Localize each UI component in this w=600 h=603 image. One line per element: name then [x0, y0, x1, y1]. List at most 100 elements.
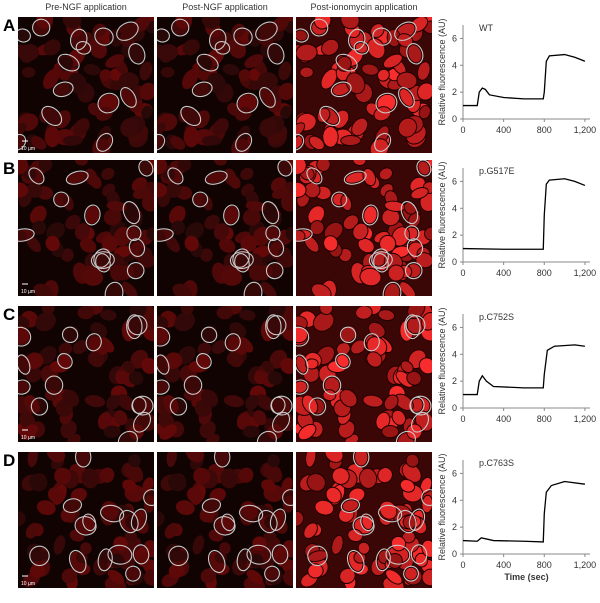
chart-title: p.C763S	[479, 458, 514, 468]
cell	[280, 192, 293, 212]
cell	[238, 69, 251, 82]
cell-outline	[282, 489, 293, 507]
cell	[357, 237, 375, 254]
cell	[383, 282, 401, 296]
cell	[296, 181, 307, 199]
cell	[276, 411, 293, 432]
cell	[122, 479, 137, 493]
cell-outline	[74, 516, 97, 536]
cell-outline	[416, 160, 432, 177]
cell	[271, 398, 285, 413]
cell	[46, 377, 62, 394]
cell	[124, 531, 138, 543]
cell-outline	[322, 375, 342, 395]
cell	[304, 358, 319, 370]
cell-outline	[157, 354, 170, 375]
chart-title: WT	[479, 23, 493, 33]
cell-outline	[57, 353, 73, 369]
cell-outline	[82, 513, 97, 532]
cell-outline	[371, 248, 389, 268]
cell	[299, 66, 314, 79]
cell	[129, 44, 144, 63]
cell-outline	[62, 498, 83, 514]
cell-outline	[404, 225, 420, 242]
cell-outline	[223, 204, 240, 226]
cell	[244, 54, 264, 69]
cell	[132, 187, 151, 199]
chart-title: p.G517E	[479, 166, 515, 176]
cell	[157, 355, 168, 374]
cell	[157, 316, 169, 331]
cell	[18, 29, 30, 41]
x-tick-label: 1,200	[574, 268, 597, 278]
panel-label: A	[3, 16, 15, 35]
cell	[183, 126, 200, 148]
cell	[366, 351, 383, 368]
cell	[103, 425, 121, 438]
chart-title: p.C752S	[479, 312, 514, 322]
cell-outline	[236, 92, 259, 114]
cell	[18, 511, 26, 527]
cell-outline	[32, 18, 51, 37]
cell-outline	[272, 411, 291, 433]
cell	[146, 226, 154, 241]
y-tick-label: 4	[452, 203, 457, 213]
cell	[74, 223, 90, 240]
micrograph: 10 µm	[18, 17, 154, 153]
cell	[47, 487, 64, 504]
cell	[406, 370, 422, 386]
cell	[83, 63, 101, 76]
cell-outline	[130, 508, 148, 531]
cell-outline	[405, 315, 426, 336]
cell	[278, 161, 291, 176]
cell	[223, 395, 245, 408]
cell	[168, 563, 185, 579]
cell	[26, 182, 42, 198]
cell-outline	[375, 92, 398, 114]
cell	[201, 325, 218, 343]
cell-outline	[360, 513, 375, 532]
cell	[89, 38, 107, 59]
cell	[351, 117, 369, 137]
cell	[278, 61, 292, 81]
cell-outline	[214, 41, 231, 55]
cell	[92, 23, 107, 38]
cell	[184, 235, 199, 252]
cell	[240, 167, 254, 180]
cell-outline	[235, 132, 253, 152]
cell-outline	[157, 28, 170, 43]
cell-outline	[18, 326, 32, 347]
cell-outline	[411, 411, 430, 433]
cell-outline	[94, 27, 114, 46]
micrograph	[296, 452, 432, 588]
cell	[185, 377, 201, 394]
x-tick-label: 0	[460, 125, 465, 135]
y-tick-label: 4	[452, 349, 457, 359]
cell	[271, 187, 290, 199]
cell-outline	[398, 87, 415, 108]
cell	[61, 568, 78, 584]
cell	[120, 118, 139, 138]
cell	[180, 306, 194, 315]
cell	[128, 454, 141, 468]
cell-outline	[310, 18, 329, 37]
cell-outline	[239, 504, 264, 523]
cell	[212, 118, 229, 136]
cell	[114, 410, 128, 426]
cell	[141, 105, 153, 119]
micrograph	[157, 306, 293, 442]
cell	[239, 309, 256, 321]
cell-outline	[306, 167, 323, 185]
y-tick-label: 6	[452, 33, 457, 43]
cell-outline	[271, 544, 289, 565]
cell	[267, 371, 283, 386]
cell-outline	[44, 375, 64, 395]
cell	[416, 82, 432, 101]
cell-outline	[52, 81, 74, 98]
cell	[424, 226, 432, 241]
cell	[421, 539, 432, 558]
cell	[160, 67, 175, 78]
cell	[35, 312, 56, 332]
cell	[18, 135, 25, 150]
cell-outline	[267, 43, 285, 65]
